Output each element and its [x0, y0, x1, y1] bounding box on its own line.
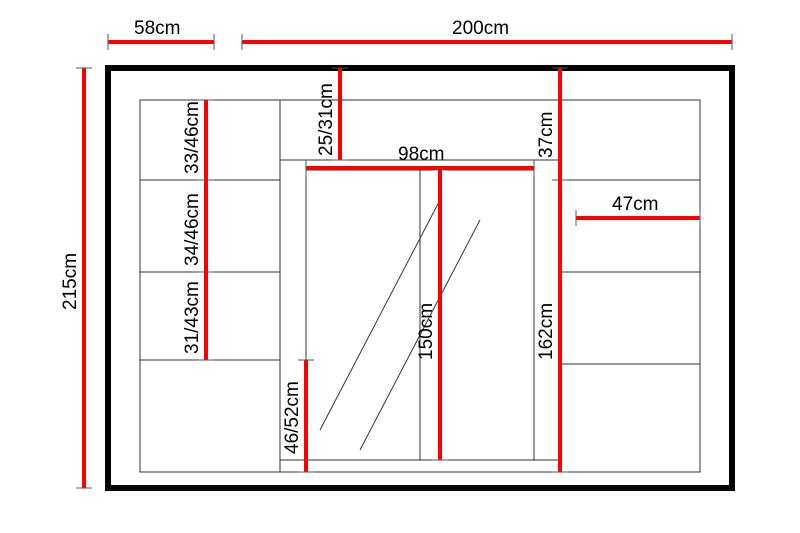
dim-top-width: 200cm [242, 18, 732, 50]
dim-left-col-mid-value: 34/46 [182, 218, 203, 266]
dim-left-col-bot-unit: cm [282, 381, 303, 406]
dim-left-col-low-unit: cm [182, 281, 203, 306]
dim-left-col-top-value: 33/46 [182, 126, 203, 174]
dim-right-open-value: 162 [536, 328, 557, 360]
dim-right-top: 37cm [536, 68, 568, 180]
dim-right-top-value: 37 [536, 137, 557, 158]
svg-text:46/52cm: 46/52cm [282, 381, 303, 454]
dim-top-width-unit: cm [484, 18, 509, 39]
dim-center-top: 25/31cm [316, 68, 348, 160]
svg-text:98cm: 98cm [398, 144, 444, 165]
dim-left-col-low-value: 31/43 [182, 306, 203, 354]
dim-center-top-unit: cm [316, 83, 337, 108]
dim-top-depth-value: 58 [134, 18, 155, 39]
dim-right-shelf: 47cm [576, 194, 700, 226]
svg-text:200cm: 200cm [452, 18, 509, 39]
svg-text:215cm: 215cm [60, 253, 81, 310]
svg-text:58cm: 58cm [134, 18, 180, 39]
dim-left-height: 215cm [60, 68, 92, 488]
dim-mirror-height-value: 150 [416, 328, 437, 360]
dim-left-height-value: 215 [60, 278, 81, 310]
dim-mirror-height: 150cm [416, 170, 448, 460]
svg-text:162cm: 162cm [536, 303, 557, 360]
dim-left-col-low: 31/43cm [182, 272, 214, 360]
dim-right-shelf-value: 47 [612, 194, 633, 215]
dim-top-depth-unit: cm [155, 18, 180, 39]
dim-right-open: 162cm [536, 180, 568, 472]
svg-text:37cm: 37cm [536, 112, 557, 158]
svg-text:47cm: 47cm [612, 194, 658, 215]
dim-right-open-unit: cm [536, 303, 557, 328]
dim-left-col-bot-value: 46/52 [282, 406, 303, 454]
dim-right-top-unit: cm [536, 112, 557, 137]
dim-left-col-top: 33/46cm [182, 100, 214, 180]
dim-center-top-value: 25/31 [316, 108, 337, 156]
svg-text:33/46cm: 33/46cm [182, 101, 203, 174]
svg-text:150cm: 150cm [416, 303, 437, 360]
dim-left-height-unit: cm [60, 253, 81, 278]
dim-left-col-top-unit: cm [182, 101, 203, 126]
dim-right-shelf-unit: cm [633, 194, 658, 215]
dim-center-width-unit: cm [419, 144, 444, 165]
dim-left-col-mid-unit: cm [182, 193, 203, 218]
dim-top-depth: 58cm [108, 18, 214, 50]
dim-left-col-mid: 34/46cm [182, 180, 214, 272]
svg-text:31/43cm: 31/43cm [182, 281, 203, 354]
dim-top-width-value: 200 [452, 18, 484, 39]
svg-text:25/31cm: 25/31cm [316, 83, 337, 156]
dim-left-col-bot: 46/52cm [282, 360, 314, 472]
dim-mirror-height-unit: cm [416, 303, 437, 328]
svg-text:34/46cm: 34/46cm [182, 193, 203, 266]
dim-center-width-value: 98 [398, 144, 419, 165]
